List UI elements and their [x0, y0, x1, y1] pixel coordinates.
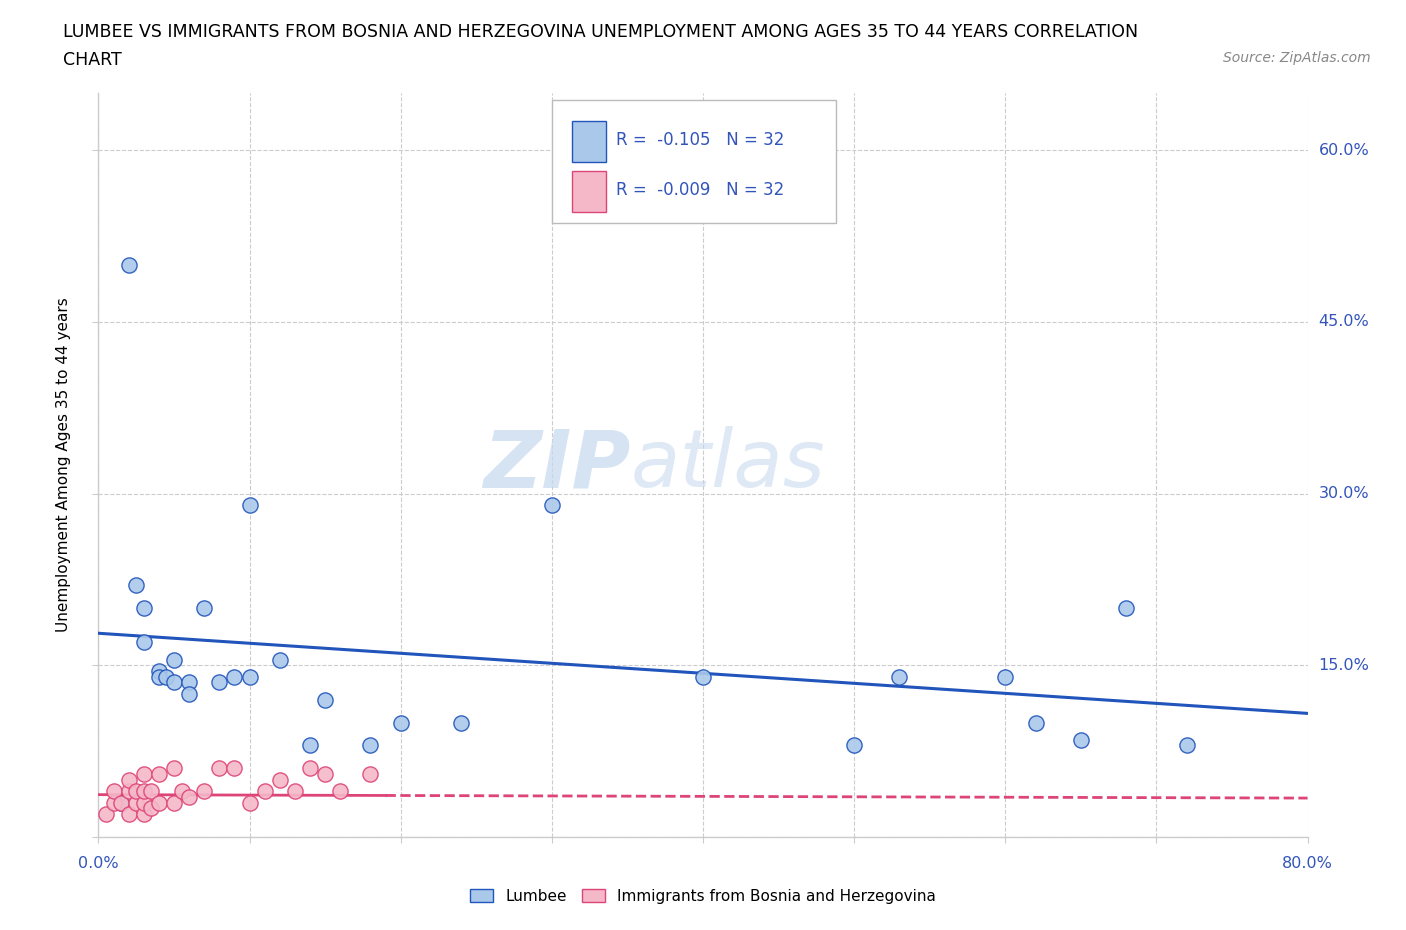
- Point: [163, 795, 186, 810]
- FancyBboxPatch shape: [572, 171, 606, 212]
- Text: 0.0%: 0.0%: [79, 856, 118, 870]
- Point: [314, 766, 336, 781]
- Text: 45.0%: 45.0%: [1319, 314, 1369, 329]
- Point: [125, 578, 148, 592]
- Point: [125, 795, 148, 810]
- Point: [844, 738, 866, 753]
- Point: [118, 784, 141, 799]
- Point: [148, 795, 170, 810]
- Point: [148, 670, 170, 684]
- Point: [110, 795, 132, 810]
- Point: [132, 806, 155, 821]
- Point: [299, 761, 322, 776]
- Point: [193, 601, 215, 616]
- Point: [360, 738, 382, 753]
- Point: [170, 784, 193, 799]
- Point: [118, 806, 141, 821]
- Point: [540, 498, 562, 512]
- Point: [103, 784, 125, 799]
- Point: [389, 715, 412, 730]
- Point: [253, 784, 276, 799]
- Point: [110, 795, 132, 810]
- Text: 60.0%: 60.0%: [1319, 142, 1369, 158]
- Point: [132, 635, 155, 650]
- Point: [141, 784, 163, 799]
- FancyBboxPatch shape: [572, 121, 606, 162]
- Text: 15.0%: 15.0%: [1319, 658, 1369, 672]
- Point: [125, 784, 148, 799]
- Point: [299, 738, 322, 753]
- Point: [179, 686, 201, 701]
- Point: [224, 761, 246, 776]
- Point: [103, 795, 125, 810]
- FancyBboxPatch shape: [551, 100, 837, 223]
- Point: [148, 664, 170, 679]
- Point: [239, 795, 262, 810]
- Text: 30.0%: 30.0%: [1319, 486, 1369, 501]
- Point: [1024, 715, 1046, 730]
- Point: [1115, 601, 1137, 616]
- Point: [163, 652, 186, 667]
- Point: [450, 715, 472, 730]
- Text: R =  -0.009   N = 32: R = -0.009 N = 32: [616, 180, 785, 199]
- Point: [284, 784, 307, 799]
- Point: [179, 790, 201, 804]
- Point: [179, 675, 201, 690]
- Point: [994, 670, 1017, 684]
- Point: [889, 670, 911, 684]
- Point: [224, 670, 246, 684]
- Point: [1070, 732, 1092, 747]
- Point: [360, 766, 382, 781]
- Point: [163, 675, 186, 690]
- Point: [239, 670, 262, 684]
- Point: [1175, 738, 1198, 753]
- Point: [132, 795, 155, 810]
- Text: LUMBEE VS IMMIGRANTS FROM BOSNIA AND HERZEGOVINA UNEMPLOYMENT AMONG AGES 35 TO 4: LUMBEE VS IMMIGRANTS FROM BOSNIA AND HER…: [63, 23, 1139, 41]
- Y-axis label: Unemployment Among Ages 35 to 44 years: Unemployment Among Ages 35 to 44 years: [56, 298, 72, 632]
- Legend: Lumbee, Immigrants from Bosnia and Herzegovina: Lumbee, Immigrants from Bosnia and Herze…: [470, 889, 936, 904]
- Point: [118, 772, 141, 787]
- Point: [132, 601, 155, 616]
- Text: ZIP: ZIP: [484, 426, 630, 504]
- Point: [314, 692, 336, 707]
- Point: [269, 772, 291, 787]
- Point: [208, 761, 231, 776]
- Point: [269, 652, 291, 667]
- Point: [118, 258, 141, 272]
- Point: [208, 675, 231, 690]
- Point: [329, 784, 352, 799]
- Text: atlas: atlas: [630, 426, 825, 504]
- Text: R =  -0.105   N = 32: R = -0.105 N = 32: [616, 131, 785, 149]
- Text: CHART: CHART: [63, 51, 122, 69]
- Point: [132, 766, 155, 781]
- Point: [239, 498, 262, 512]
- Text: Source: ZipAtlas.com: Source: ZipAtlas.com: [1223, 51, 1371, 65]
- Point: [141, 801, 163, 816]
- Point: [148, 766, 170, 781]
- Point: [193, 784, 215, 799]
- Point: [94, 806, 117, 821]
- Point: [163, 761, 186, 776]
- Point: [692, 670, 714, 684]
- Text: 80.0%: 80.0%: [1282, 856, 1333, 870]
- Point: [132, 784, 155, 799]
- Point: [155, 670, 177, 684]
